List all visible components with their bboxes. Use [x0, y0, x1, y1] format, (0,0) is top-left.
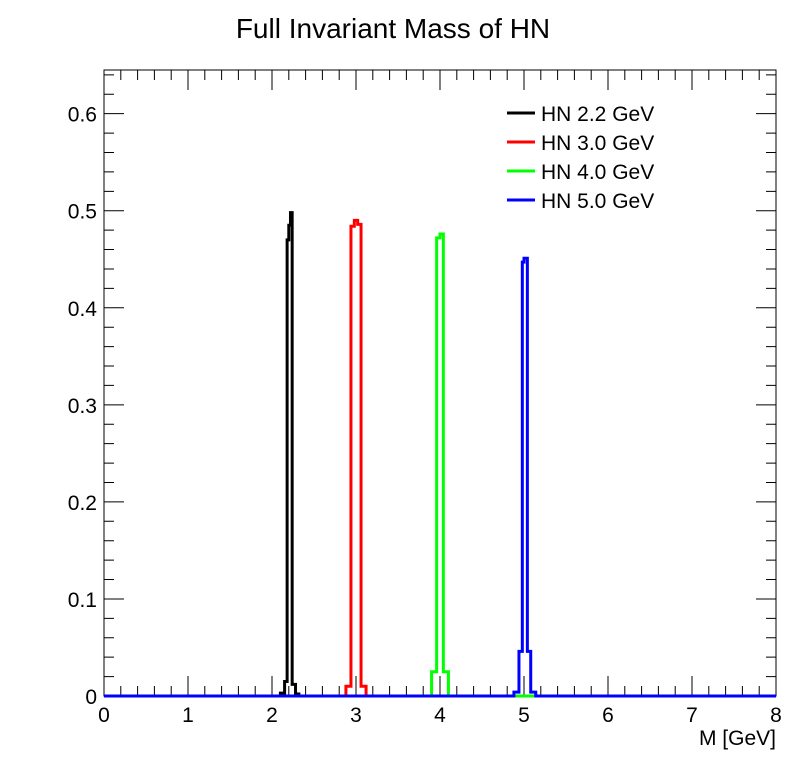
x-tick-label: 2: [266, 704, 278, 727]
legend: HN 2.2 GeV HN 3.0 GeV HN 4.0 GeV HN 5.0 GeV: [507, 103, 654, 213]
y-tick-label: 0.6: [68, 104, 97, 127]
legend-label: HN 5.0 GeV: [541, 190, 654, 213]
x-tick-label: 4: [434, 704, 446, 727]
x-axis-label: M [GeV]: [699, 727, 776, 750]
y-tick-label: 0.1: [68, 589, 97, 612]
y-tick-label: 0: [85, 686, 97, 709]
x-tick-label: 5: [518, 704, 530, 727]
series-line: [104, 256, 776, 698]
chart-title: Full Invariant Mass of HN: [236, 13, 550, 44]
y-tick-label: 0.3: [68, 395, 97, 418]
x-tick-label: 1: [182, 704, 194, 727]
x-tick-label: 0: [98, 704, 110, 727]
series-line: [104, 232, 776, 698]
legend-label: HN 2.2 GeV: [541, 103, 654, 126]
series-line: [104, 218, 776, 698]
axis-ticks: 0 1 2 3 4 5 6 7 8 0 0.1 0.2 0.3 0.4 0.5 0.6: [68, 70, 782, 727]
series-layer: [104, 211, 776, 698]
x-tick-label: 8: [770, 704, 782, 727]
tick-marks: [103, 70, 777, 697]
legend-label: HN 4.0 GeV: [541, 161, 654, 184]
y-tick-label: 0.5: [68, 201, 97, 224]
y-tick-label: 0.2: [68, 492, 97, 515]
plot-frame: [103, 69, 777, 697]
x-tick-label: 7: [686, 704, 698, 727]
x-tick-label: 6: [602, 704, 614, 727]
x-tick-label: 3: [350, 704, 362, 727]
series-line: [104, 211, 776, 698]
y-tick-label: 0.4: [68, 298, 98, 321]
legend-label: HN 3.0 GeV: [541, 132, 654, 155]
